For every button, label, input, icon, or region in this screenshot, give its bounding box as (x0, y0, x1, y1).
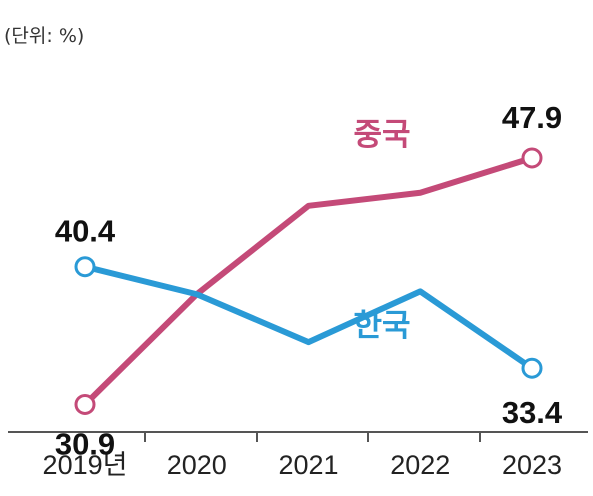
data-point-marker (521, 147, 543, 169)
data-value-label: 33.4 (502, 395, 563, 430)
series-line-2 (82, 263, 535, 372)
unit-label: (단위: %) (4, 25, 84, 47)
x-tick-label: 2022 (390, 450, 450, 480)
data-value-label: 30.9 (55, 426, 115, 461)
x-axis-ticks: 2019년 2020 2021 2022 2023 (43, 432, 562, 480)
series-points (74, 147, 543, 415)
x-tick-label: 2023 (502, 450, 562, 480)
data-point-marker (74, 393, 96, 415)
data-point-marker (74, 256, 96, 278)
data-value-label: 47.9 (502, 100, 562, 135)
series-name-label: 중국 (353, 117, 410, 153)
series-lines (82, 154, 535, 408)
x-tick-label: 2020 (167, 450, 227, 480)
series-line-1 (82, 154, 535, 408)
data-value-label: 40.4 (55, 214, 116, 249)
series-name-label: 한국 (353, 308, 410, 344)
x-tick-label: 2021 (278, 450, 338, 480)
data-labels: 30.9 47.9 40.4 33.4 (55, 100, 563, 462)
data-point-marker (521, 357, 543, 379)
x-tick-label: 2019년 (43, 450, 128, 480)
